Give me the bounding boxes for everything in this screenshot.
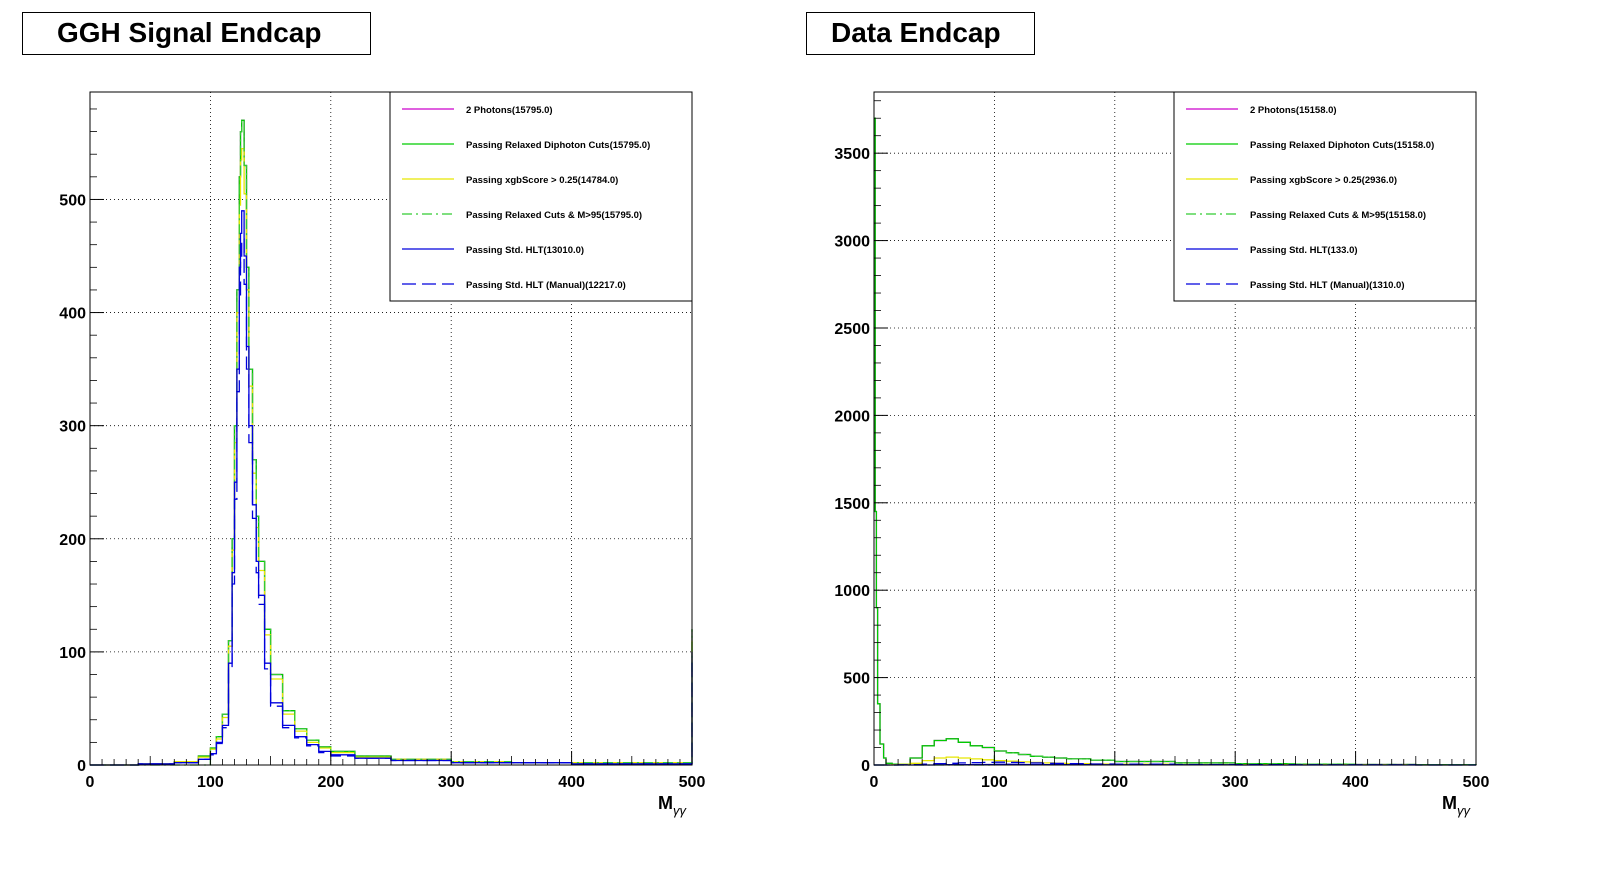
x-tick-label: 300 — [438, 774, 465, 791]
legend-label: Passing Relaxed Diphoton Cuts(15158.0) — [1250, 140, 1434, 151]
y-tick-label: 3500 — [834, 146, 870, 163]
series-line-1 — [874, 117, 1477, 766]
y-tick-label: 100 — [59, 645, 86, 662]
chart-panel-0: 0 100 200 300 400 500 0 100 200 300 400 500 Mγγ 2 Pho… — [59, 91, 706, 818]
legend-label: Passing Std. HLT (Manual)(12217.0) — [466, 280, 626, 291]
x-tick-label: 200 — [317, 774, 344, 791]
x-tick-label: 0 — [86, 774, 95, 791]
legend-label: 2 Photons(15795.0) — [466, 105, 553, 116]
y-tick-label: 200 — [59, 532, 86, 549]
x-axis-label: Mγγ — [1442, 793, 1472, 818]
y-tick-label: 500 — [59, 192, 86, 209]
y-tick-label: 0 — [861, 758, 870, 775]
legend: 2 Photons(15158.0) Passing Relaxed Diphot… — [1173, 91, 1477, 302]
x-axis-label: Mγγ — [658, 793, 688, 818]
legend-label: Passing Relaxed Diphoton Cuts(15795.0) — [466, 140, 650, 151]
x-tick-label: 400 — [1342, 774, 1369, 791]
legend-label: Passing Std. HLT (Manual)(1310.0) — [1250, 280, 1405, 291]
legend-label: Passing xgbScore > 0.25(2936.0) — [1250, 175, 1397, 186]
legend-label: Passing Std. HLT(13010.0) — [466, 245, 584, 256]
y-tick-label: 1000 — [834, 583, 870, 600]
legend-box — [1173, 91, 1477, 302]
legend-box — [389, 91, 693, 302]
x-tick-label: 100 — [197, 774, 224, 791]
y-tick-label: 2000 — [834, 408, 870, 425]
x-tick-label: 500 — [1463, 774, 1490, 791]
x-tick-label: 400 — [558, 774, 585, 791]
right-title: Data Endcap — [806, 12, 1035, 55]
x-tick-label: 500 — [679, 774, 706, 791]
legend-label: 2 Photons(15158.0) — [1250, 105, 1337, 116]
legend-label: Passing Std. HLT(133.0) — [1250, 245, 1358, 256]
y-tick-label: 2500 — [834, 321, 870, 338]
series-line-4 — [90, 210, 693, 766]
x-tick-label: 0 — [870, 774, 879, 791]
y-tick-label: 300 — [59, 419, 86, 436]
y-tick-label: 1500 — [834, 496, 870, 513]
chart-panel-1: 0 100 200 300 400 500 0 500 1000 1500 2000 2500 3000… — [834, 91, 1490, 818]
x-tick-label: 300 — [1222, 774, 1249, 791]
y-tick-label: 0 — [77, 758, 86, 775]
left-title: GGH Signal Endcap — [22, 12, 371, 55]
y-tick-label: 500 — [843, 671, 870, 688]
legend-label: Passing Relaxed Cuts & M>95(15158.0) — [1250, 210, 1426, 221]
y-tick-label: 400 — [59, 306, 86, 323]
series-line-5 — [90, 238, 693, 766]
legend-label: Passing Relaxed Cuts & M>95(15795.0) — [466, 210, 642, 221]
legend: 2 Photons(15795.0) Passing Relaxed Diphot… — [389, 91, 693, 302]
x-tick-label: 100 — [981, 774, 1008, 791]
series-line-2 — [90, 147, 693, 766]
legend-label: Passing xgbScore > 0.25(14784.0) — [466, 175, 618, 186]
x-tick-label: 200 — [1101, 774, 1128, 791]
y-tick-label: 3000 — [834, 234, 870, 251]
